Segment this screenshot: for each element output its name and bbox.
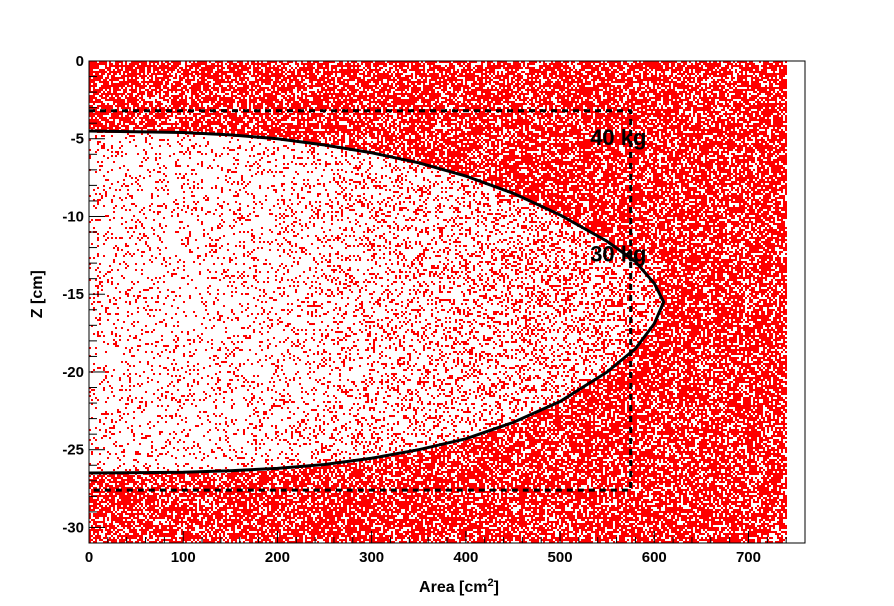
y-tick-label: 0 xyxy=(76,53,84,70)
x-tick-label: 400 xyxy=(453,549,478,566)
y-tick-label: -15 xyxy=(62,286,84,303)
x-tick-label: 0 xyxy=(85,549,93,566)
y-tick-label: -20 xyxy=(62,364,84,381)
x-tick-label: 100 xyxy=(171,549,196,566)
x-axis-label-close: ] xyxy=(494,579,499,596)
y-tick-label: -5 xyxy=(71,131,84,148)
y-axis-label: Z [cm] xyxy=(29,270,46,318)
x-axis-label-superscript: 2 xyxy=(488,577,494,589)
y-tick-label: -10 xyxy=(62,208,84,225)
x-tick-label: 500 xyxy=(548,549,573,566)
scatter-points xyxy=(89,61,787,543)
x-tick-label: 300 xyxy=(359,549,384,566)
series-lines xyxy=(88,109,666,492)
y-tick-label: -25 xyxy=(62,442,84,459)
scatter-point-cloud xyxy=(89,61,787,543)
annotation-label: 40 kg xyxy=(590,125,646,150)
x-tick-label: 600 xyxy=(642,549,667,566)
x-tick-label: 700 xyxy=(736,549,761,566)
annotation-label: 30 kg xyxy=(590,242,646,267)
x-axis-label-main: Area [cm xyxy=(419,579,487,596)
axis-ticks: 0 100 200 300 400 500 600 700 0 -5 -10 -15 -20 -25 -30 xyxy=(62,53,806,566)
y-tick-label: -30 xyxy=(62,519,84,536)
annotations: 40 kg 30 kg xyxy=(590,125,646,267)
solid-contour-line xyxy=(88,129,666,475)
x-tick-label: 200 xyxy=(265,549,290,566)
dashed-boundary-line xyxy=(89,109,633,492)
x-axis-label: Area [cm2] xyxy=(419,577,499,596)
